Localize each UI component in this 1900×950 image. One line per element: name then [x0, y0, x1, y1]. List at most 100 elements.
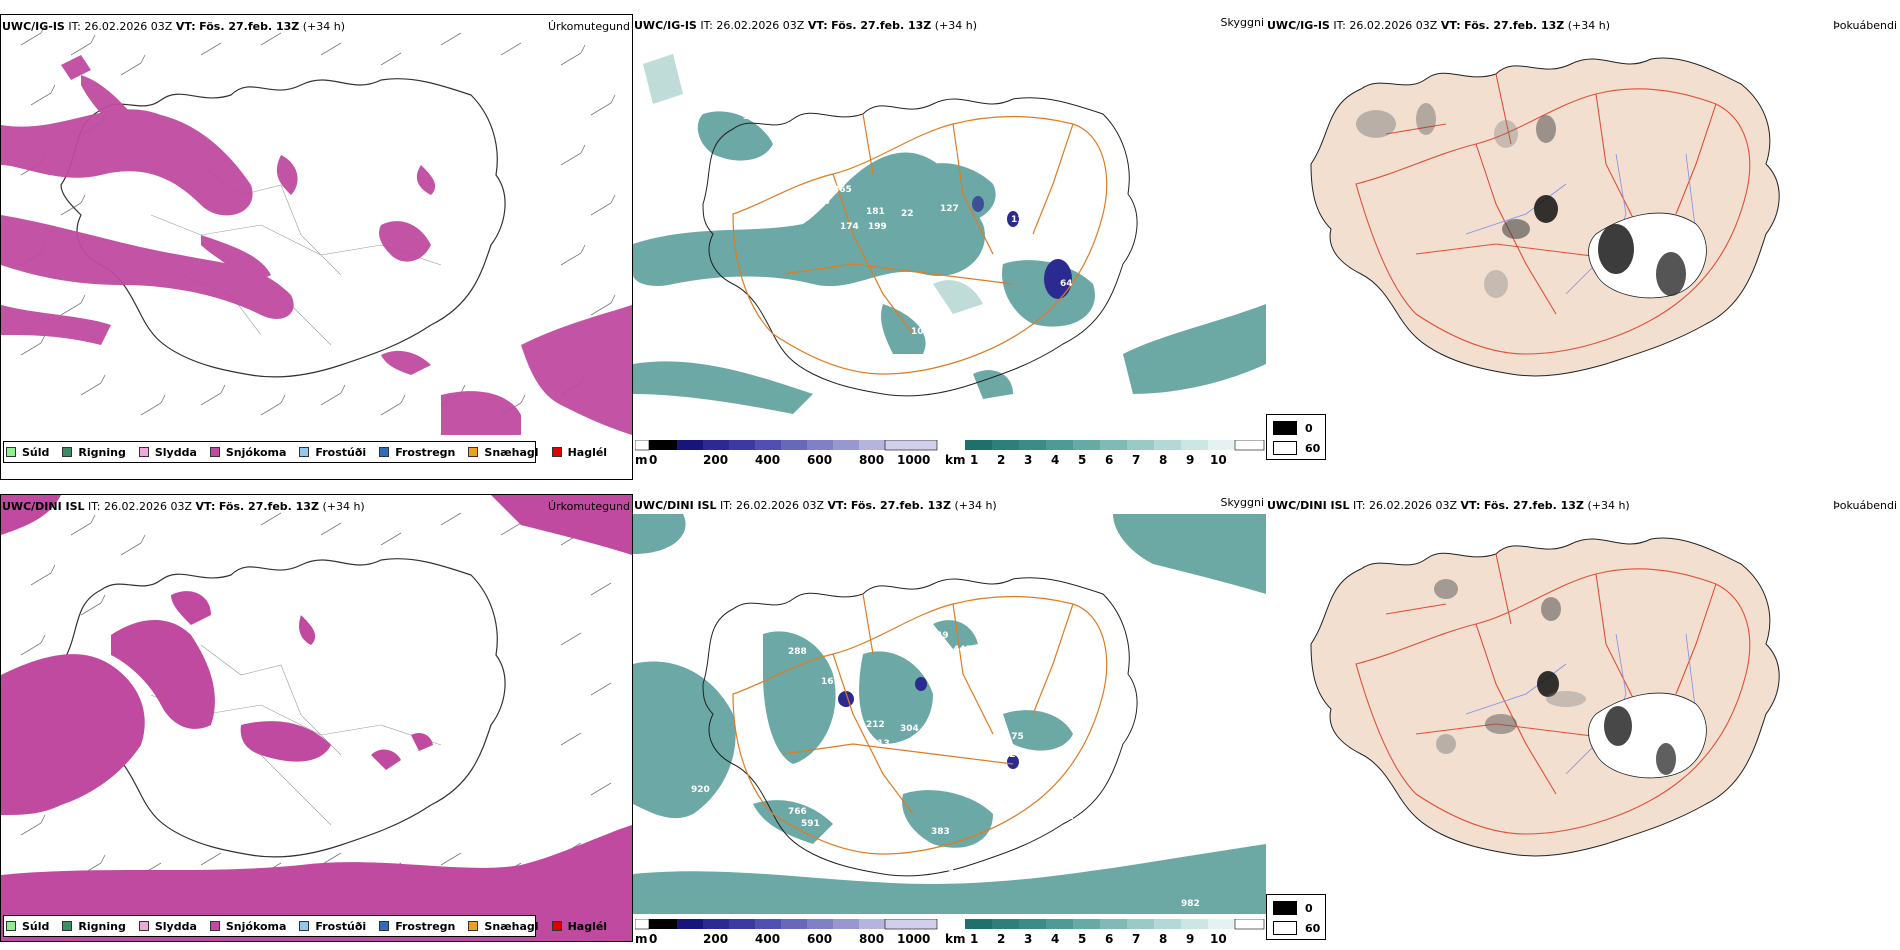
cloud-map-2: 69 288 161 212 304 18 413 347 112 175 82… [633, 514, 1266, 914]
ceiling-label: 199 [868, 222, 887, 232]
fog-legend-2: 0 60 [1266, 894, 1326, 940]
ceiling-label: 112 [941, 717, 960, 727]
visibility-tick: 2 [997, 453, 1006, 467]
iceland-outline [702, 97, 1138, 397]
visibility-tick: 1 [970, 453, 979, 467]
ceiling-label: 81 [1061, 812, 1074, 822]
visibility-tick: 5 [1078, 932, 1087, 946]
ceiling-label: 175 [1005, 732, 1024, 742]
fog-title-1: Þokuábendi [1833, 19, 1897, 32]
ceiling-tick: 0 [649, 932, 658, 946]
fog-panel-2: UWC/DINI ISL IT: 26.02.2026 03Z VT: Fös.… [1266, 494, 1899, 934]
precip-legend-2: Súld Rigning Slydda Snjókoma Frostúði Fr… [3, 915, 607, 937]
ceiling-label: 418 [951, 147, 970, 157]
legend-item: Snjókoma [209, 446, 286, 459]
ceiling-tick: 200 [703, 453, 729, 467]
fog-panel-1: UWC/IG-IS IT: 26.02.2026 03Z VT: Fös. 27… [1266, 14, 1899, 480]
ceiling-tick: 600 [807, 932, 833, 946]
ceiling-label: 49 [936, 631, 949, 641]
legend-swatch [62, 921, 73, 931]
ceiling-label: 304 [900, 724, 919, 734]
precip-legend-1: Súld Rigning Slydda Snjókoma Frostúði Fr… [3, 441, 607, 463]
iceland-land [1310, 537, 1780, 857]
ceiling-colorbar-gradient [635, 440, 938, 451]
legend-swatch [6, 447, 16, 457]
ceiling-colorbar-1: m 0 200 400 600 800 1000 [633, 438, 939, 478]
header-row-1: UWC/IG-IS IT: 26.02.2026 03Z VT: Fös. 27… [2, 20, 346, 33]
ceiling-label: 10 [993, 207, 1006, 217]
ceiling-label: 18 [845, 735, 858, 745]
visibility-tick: 6 [1105, 453, 1114, 467]
precip-map-2 [1, 495, 632, 941]
visibility-tick: 1 [970, 932, 979, 946]
ceiling-label: 845 [773, 137, 792, 147]
cloud-panel-2: UWC/DINI ISL IT: 26.02.2026 03Z VT: Fös.… [633, 494, 1266, 946]
visibility-tick: 8 [1159, 932, 1168, 946]
ceiling-label: 181 [866, 207, 885, 217]
fog-areas [1356, 103, 1707, 299]
ceiling-blobs [972, 196, 1072, 299]
ceiling-label: 212 [866, 720, 885, 730]
legend-swatch [379, 447, 390, 457]
ceiling-unit: m [635, 453, 648, 467]
roads [732, 593, 1108, 855]
visibility-colorbar-gradient [965, 440, 1265, 451]
legend-item: Haglél [551, 446, 607, 459]
cloud-title-1: Skyggni [1220, 16, 1264, 29]
legend-swatch [299, 921, 310, 931]
visibility-tick: 3 [1024, 453, 1033, 467]
legend-swatch [6, 921, 16, 931]
ceiling-label: 119 [1011, 215, 1030, 225]
ceiling-label: 591 [801, 819, 820, 829]
ceiling-label: 22 [901, 209, 914, 219]
visibility-tick: 3 [1024, 932, 1033, 946]
ceiling-label: 69 [855, 625, 868, 635]
header-row-1-cloud: UWC/IG-IS IT: 26.02.2026 03Z VT: Fös. 27… [634, 19, 978, 32]
ceiling-label: 982 [1181, 899, 1200, 909]
ceiling-tick: 1000 [897, 932, 931, 946]
visibility-colorbar-2: km 1 2 3 4 5 6 7 8 9 10 [945, 917, 1265, 949]
ceiling-label: 196 [713, 197, 732, 207]
legend-item: Snæhagl [468, 446, 539, 459]
legend-swatch [551, 921, 562, 931]
cloud-map-1: 309 845 196 303 365 534 364 181 22 174 1… [633, 54, 1266, 414]
ceiling-tick: 200 [703, 932, 729, 946]
legend-swatch [209, 921, 220, 931]
snow-areas [1, 55, 632, 435]
fog-map-2 [1310, 537, 1780, 857]
fog-swatch [1273, 921, 1297, 935]
ceiling-tick: 400 [755, 932, 781, 946]
legend-swatch [62, 447, 73, 457]
visibility-tick: 4 [1051, 453, 1060, 467]
ceiling-label: 10 [911, 327, 924, 337]
visibility-tick: 10 [1210, 932, 1227, 946]
ceiling-label: 347 [846, 755, 865, 765]
ceiling-blobs [838, 677, 1019, 769]
iceland-outline [60, 78, 506, 378]
ceiling-tick: 400 [755, 453, 781, 467]
ceiling-label: 534 [791, 202, 810, 212]
cloud-panel-1: UWC/IG-IS IT: 26.02.2026 03Z VT: Fös. 27… [633, 14, 1266, 480]
roads [1355, 553, 1751, 835]
ceiling-label: 445 [953, 645, 972, 655]
legend-item: Frostregn [379, 446, 455, 459]
ceiling-label: 174 [840, 222, 859, 232]
ceiling-label: 56 [913, 292, 926, 302]
legend-item: Haglél [551, 920, 607, 933]
iceland-outline [702, 577, 1138, 877]
legend-swatch [138, 447, 149, 457]
visibility-unit: km [945, 932, 966, 946]
ceiling-tick: 600 [807, 453, 833, 467]
snow-areas [1, 495, 632, 941]
visibility-tick: 9 [1186, 932, 1195, 946]
ceiling-unit: m [635, 932, 648, 946]
iceland-outline [60, 558, 506, 858]
ceiling-tick: 1000 [897, 453, 931, 467]
ceiling-label: 309 [743, 112, 762, 122]
ceiling-tick: 800 [859, 932, 885, 946]
visibility-unit: km [945, 453, 966, 467]
ceiling-label: 413 [871, 739, 890, 749]
legend-item: Súld [6, 446, 49, 459]
fog-swatch [1273, 901, 1297, 915]
header-row-2-fog: UWC/DINI ISL IT: 26.02.2026 03Z VT: Fös.… [1267, 499, 1630, 512]
